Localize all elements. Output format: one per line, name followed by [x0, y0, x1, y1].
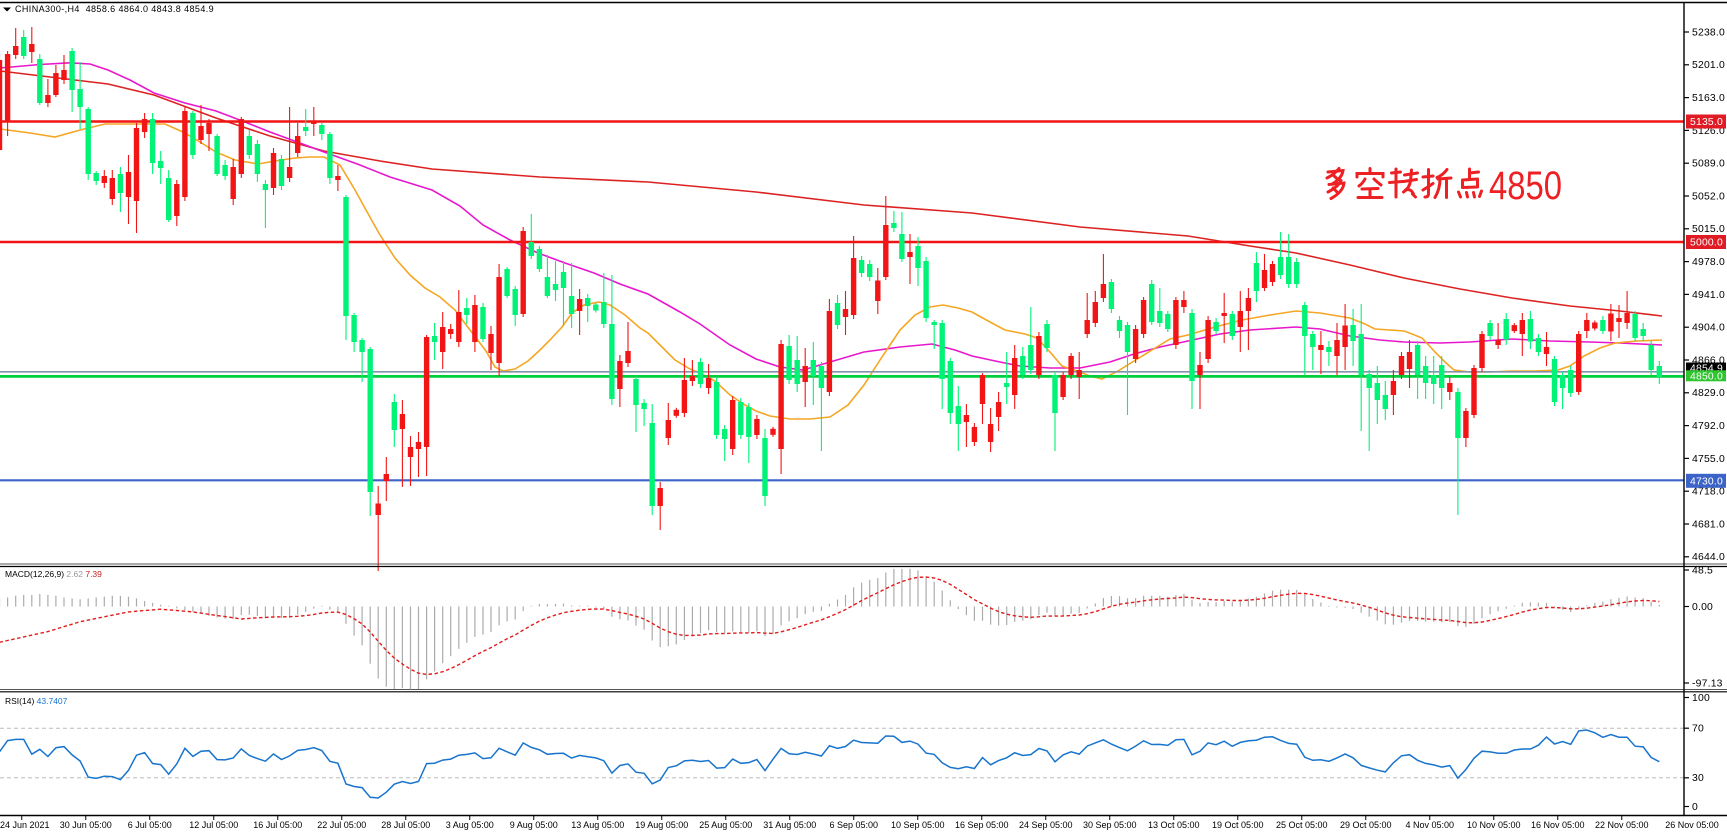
svg-text:5126.0: 5126.0	[1692, 126, 1725, 137]
svg-text:6 Jul 05:00: 6 Jul 05:00	[128, 820, 172, 830]
svg-text:13 Aug 05:00: 13 Aug 05:00	[571, 820, 624, 830]
svg-text:0.00: 0.00	[1692, 602, 1713, 613]
svg-text:4904.0: 4904.0	[1692, 323, 1725, 334]
svg-text:24 Sep 05:00: 24 Sep 05:00	[1019, 820, 1073, 830]
svg-text:30 Sep 05:00: 30 Sep 05:00	[1083, 820, 1137, 830]
svg-text:9 Aug 05:00: 9 Aug 05:00	[510, 820, 558, 830]
svg-text:-97.13: -97.13	[1692, 678, 1723, 689]
svg-text:4941.0: 4941.0	[1692, 290, 1725, 301]
svg-text:MACD(12,26,9) 2.62 7.39: MACD(12,26,9) 2.62 7.39	[5, 569, 102, 579]
svg-text:5000.0: 5000.0	[1690, 238, 1723, 249]
svg-text:30 Jun 05:00: 30 Jun 05:00	[60, 820, 112, 830]
svg-text:4866.0: 4866.0	[1692, 355, 1725, 366]
svg-text:16 Sep 05:00: 16 Sep 05:00	[955, 820, 1009, 830]
svg-text:4 Nov 05:00: 4 Nov 05:00	[1405, 820, 1454, 830]
svg-text:19 Oct 05:00: 19 Oct 05:00	[1212, 820, 1264, 830]
svg-text:22 Jul 05:00: 22 Jul 05:00	[317, 820, 366, 830]
svg-text:12 Jul 05:00: 12 Jul 05:00	[189, 820, 238, 830]
svg-text:5089.0: 5089.0	[1692, 159, 1725, 170]
svg-text:6 Sep 05:00: 6 Sep 05:00	[829, 820, 878, 830]
svg-text:10 Sep 05:00: 10 Sep 05:00	[891, 820, 945, 830]
svg-text:19 Aug 05:00: 19 Aug 05:00	[635, 820, 688, 830]
svg-text:29 Oct 05:00: 29 Oct 05:00	[1340, 820, 1392, 830]
svg-text:26 Nov 05:00: 26 Nov 05:00	[1665, 820, 1719, 830]
svg-text:5201.0: 5201.0	[1692, 60, 1725, 71]
svg-text:24 Jun 2021: 24 Jun 2021	[0, 820, 50, 830]
svg-text:4854.9: 4854.9	[1690, 364, 1723, 375]
svg-text:16 Jul 05:00: 16 Jul 05:00	[253, 820, 302, 830]
svg-text:CHINA300-,H4 4858.6 4864.0 48: CHINA300-,H4 4858.6 4864.0 4843.8 4854.9	[15, 4, 214, 14]
svg-text:30: 30	[1692, 773, 1704, 784]
svg-text:3 Aug 05:00: 3 Aug 05:00	[446, 820, 494, 830]
svg-text:4755.0: 4755.0	[1692, 454, 1725, 465]
svg-text:RSI(14) 43.7407: RSI(14) 43.7407	[5, 696, 68, 706]
svg-text:31 Aug 05:00: 31 Aug 05:00	[763, 820, 816, 830]
svg-text:4644.0: 4644.0	[1692, 552, 1725, 563]
svg-text:70: 70	[1692, 724, 1704, 735]
svg-text:0: 0	[1692, 802, 1698, 813]
svg-text:100: 100	[1692, 693, 1710, 704]
svg-text:4829.0: 4829.0	[1692, 388, 1725, 399]
svg-text:4792.0: 4792.0	[1692, 421, 1725, 432]
svg-text:4718.0: 4718.0	[1692, 487, 1725, 498]
svg-text:16 Nov 05:00: 16 Nov 05:00	[1531, 820, 1585, 830]
svg-text:10 Nov 05:00: 10 Nov 05:00	[1467, 820, 1521, 830]
svg-text:22 Nov 05:00: 22 Nov 05:00	[1595, 820, 1649, 830]
svg-text:4978.0: 4978.0	[1692, 257, 1725, 268]
svg-text:5163.0: 5163.0	[1692, 93, 1725, 104]
svg-text:48.5: 48.5	[1692, 565, 1713, 576]
svg-text:5135.0: 5135.0	[1690, 117, 1723, 128]
svg-text:25 Aug 05:00: 25 Aug 05:00	[699, 820, 752, 830]
svg-text:5238.0: 5238.0	[1692, 27, 1725, 38]
svg-text:5052.0: 5052.0	[1692, 191, 1725, 202]
svg-text:25 Oct 05:00: 25 Oct 05:00	[1276, 820, 1328, 830]
svg-text:5015.0: 5015.0	[1692, 224, 1725, 235]
svg-text:28 Jul 05:00: 28 Jul 05:00	[381, 820, 430, 830]
svg-text:4850.0: 4850.0	[1690, 371, 1723, 382]
svg-text:13 Oct 05:00: 13 Oct 05:00	[1148, 820, 1200, 830]
svg-text:4681.0: 4681.0	[1692, 519, 1725, 530]
svg-text:4730.0: 4730.0	[1690, 476, 1723, 487]
svg-text:4850: 4850	[1489, 164, 1562, 208]
